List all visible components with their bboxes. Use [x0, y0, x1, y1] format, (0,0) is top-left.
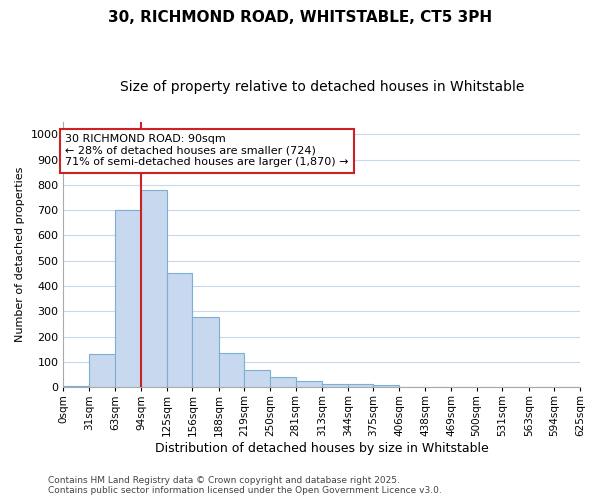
- X-axis label: Distribution of detached houses by size in Whitstable: Distribution of detached houses by size …: [155, 442, 488, 455]
- Bar: [141, 190, 167, 388]
- Bar: [322, 384, 348, 388]
- Text: 30 RICHMOND ROAD: 90sqm
← 28% of detached houses are smaller (724)
71% of semi-d: 30 RICHMOND ROAD: 90sqm ← 28% of detache…: [65, 134, 349, 168]
- Text: 30, RICHMOND ROAD, WHITSTABLE, CT5 3PH: 30, RICHMOND ROAD, WHITSTABLE, CT5 3PH: [108, 10, 492, 25]
- Bar: [167, 274, 193, 388]
- Title: Size of property relative to detached houses in Whitstable: Size of property relative to detached ho…: [119, 80, 524, 94]
- Bar: [89, 354, 115, 388]
- Bar: [373, 386, 399, 388]
- Bar: [219, 353, 244, 388]
- Y-axis label: Number of detached properties: Number of detached properties: [15, 167, 25, 342]
- Bar: [64, 386, 89, 388]
- Bar: [296, 381, 322, 388]
- Bar: [270, 377, 296, 388]
- Text: Contains HM Land Registry data © Crown copyright and database right 2025.
Contai: Contains HM Land Registry data © Crown c…: [48, 476, 442, 495]
- Bar: [348, 384, 373, 388]
- Bar: [193, 317, 219, 388]
- Bar: [244, 370, 270, 388]
- Bar: [115, 210, 141, 388]
